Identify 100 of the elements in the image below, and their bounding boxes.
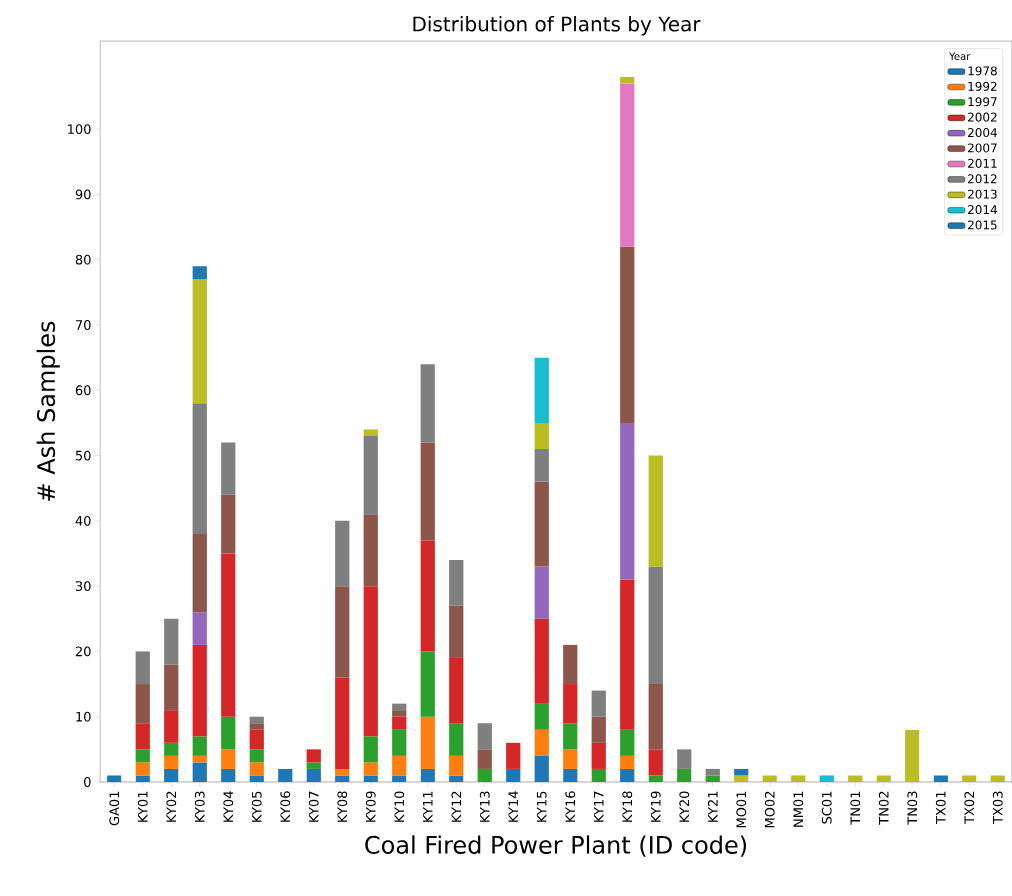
bar — [677, 768, 692, 782]
bar — [620, 83, 635, 247]
bar — [335, 586, 350, 678]
legend-title: Year — [949, 52, 971, 61]
bar — [192, 612, 207, 645]
bar — [876, 775, 891, 782]
bar — [392, 703, 407, 711]
chart-title: Distribution of Plants by Year — [413, 16, 701, 36]
bar — [192, 403, 207, 534]
bar — [648, 749, 663, 776]
bar — [363, 514, 378, 587]
x-tick-label: KY09 — [365, 791, 376, 822]
bar — [392, 729, 407, 756]
bar — [192, 266, 207, 280]
x-tick-label: KY02 — [166, 791, 177, 822]
x-tick-label: KY21 — [707, 791, 718, 822]
bar — [135, 723, 150, 750]
bar — [734, 768, 749, 776]
bar — [477, 768, 492, 782]
bar — [164, 618, 179, 665]
bar — [221, 768, 236, 782]
bar — [420, 442, 435, 541]
x-tick-label: KY01 — [137, 791, 148, 822]
legend-label: 2013 — [968, 189, 997, 199]
bar — [135, 651, 150, 685]
bar — [335, 677, 350, 769]
x-tick-label: TN02 — [878, 791, 889, 825]
bar — [249, 775, 264, 782]
y-tick-label: 90 — [75, 189, 91, 200]
bar — [848, 775, 863, 782]
bar — [363, 736, 378, 763]
legend-label: 1997 — [968, 97, 997, 107]
x-tick-label: TN03 — [907, 791, 918, 825]
bar — [192, 279, 207, 404]
x-tick-label: TN01 — [850, 791, 861, 825]
x-tick-label: KY04 — [223, 791, 234, 822]
x-tick-label: TX03 — [992, 791, 1003, 824]
y-tick-label: 60 — [75, 385, 91, 396]
legend-label: 2014 — [968, 205, 998, 215]
bar — [420, 540, 435, 652]
bar — [135, 684, 150, 724]
bar — [420, 768, 435, 782]
x-tick-label: KY05 — [251, 791, 262, 822]
bar — [591, 690, 606, 717]
bar — [990, 775, 1005, 782]
bar — [164, 742, 179, 756]
bar — [135, 749, 150, 763]
y-tick-label: 0 — [84, 777, 91, 787]
bar — [249, 762, 264, 776]
legend-label: 2004 — [968, 128, 998, 138]
y-tick-label: 10 — [76, 711, 91, 722]
x-tick-label: MO01 — [736, 791, 747, 828]
bar — [192, 736, 207, 756]
bar — [392, 710, 407, 717]
bar — [449, 560, 464, 606]
bar — [249, 716, 264, 724]
bar — [192, 755, 207, 763]
bar — [591, 768, 606, 782]
x-tick-label: MO02 — [764, 791, 775, 828]
x-tick-label: KY20 — [679, 791, 690, 822]
bar — [534, 481, 549, 567]
bar — [420, 716, 435, 769]
bar — [563, 644, 578, 685]
x-tick-label: KY12 — [451, 791, 462, 822]
bar — [648, 566, 663, 685]
legend-label: 2007 — [968, 143, 997, 153]
x-tick-label: GA01 — [109, 791, 120, 826]
bar — [306, 762, 321, 769]
bar — [278, 768, 293, 782]
bar — [449, 605, 464, 658]
bar — [221, 553, 236, 717]
bar — [534, 357, 549, 423]
bar — [449, 657, 464, 724]
bar — [905, 729, 920, 782]
legend-label: 2015 — [968, 220, 997, 230]
y-tick-label: 80 — [75, 254, 91, 265]
bar — [648, 455, 663, 567]
bar — [563, 723, 578, 750]
bar — [534, 618, 549, 704]
y-tick-label: 30 — [75, 581, 91, 592]
bar — [249, 729, 264, 750]
bar — [363, 586, 378, 737]
bar — [477, 749, 492, 769]
x-tick-label: KY15 — [536, 791, 547, 822]
bar — [221, 716, 236, 750]
bar — [620, 755, 635, 769]
bar — [363, 775, 378, 782]
bar — [164, 768, 179, 782]
y-axis-title: # Ash Samples — [36, 321, 60, 501]
bar — [192, 533, 207, 613]
x-tick-label: KY06 — [280, 791, 291, 822]
bar — [933, 775, 948, 782]
x-tick-label: KY16 — [565, 791, 576, 822]
bar — [363, 762, 378, 776]
bar — [221, 442, 236, 495]
bar — [449, 723, 464, 756]
y-tick-label: 70 — [76, 320, 91, 330]
x-tick-label: KY08 — [337, 791, 348, 822]
bar — [534, 703, 549, 730]
bar — [563, 684, 578, 724]
